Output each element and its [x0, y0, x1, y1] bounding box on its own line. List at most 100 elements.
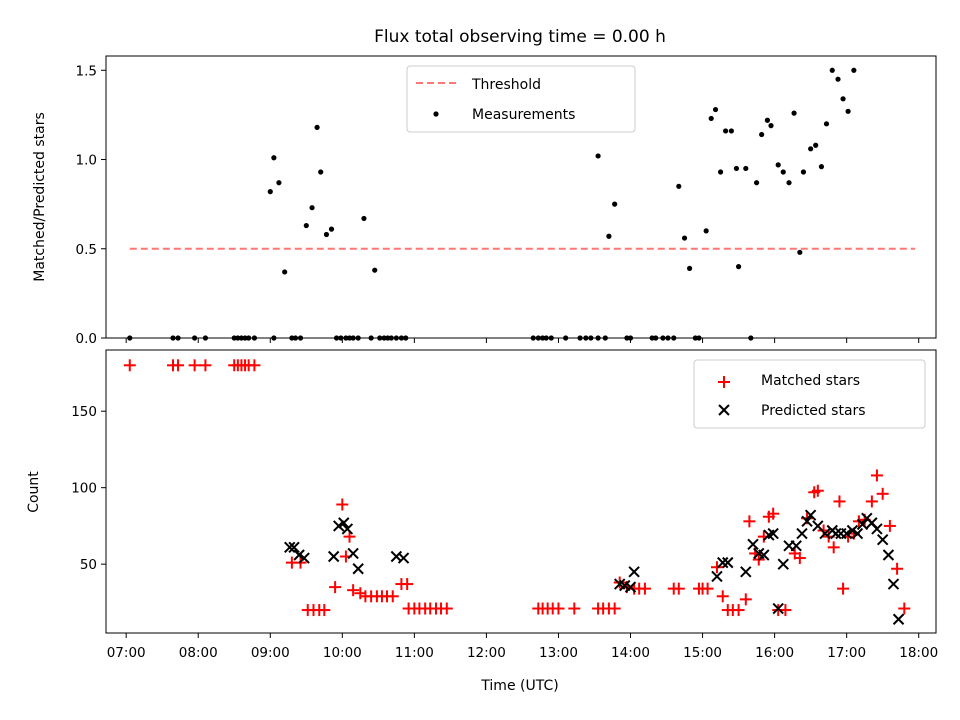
count-y-label: Count [26, 471, 42, 513]
measurement-point [829, 67, 835, 73]
predicted-star-point [819, 527, 831, 540]
measurement-point [686, 265, 693, 271]
measurement-point [775, 162, 781, 168]
measurement-point [723, 128, 729, 134]
predicted-star-point [801, 515, 813, 528]
predicted-star-point [624, 581, 637, 593]
predicted-star-point [327, 550, 340, 563]
predicted-star-point [284, 541, 296, 554]
measurement-point [282, 269, 288, 275]
y-tick-label: 0.5 [76, 242, 97, 258]
predicted-star-point [777, 558, 789, 570]
matched-star-point [123, 359, 136, 372]
measurement-point [703, 228, 709, 234]
ratio-marks [127, 67, 916, 341]
y-tick-label: 0.0 [76, 331, 97, 347]
x-tick-label: 08:00 [179, 645, 218, 661]
predicted-star-point [804, 509, 817, 521]
measurement-point [314, 124, 320, 130]
matched-star-point [833, 495, 846, 508]
predicted-star-point [333, 520, 345, 532]
matched-star-point [716, 590, 729, 603]
matched-star-point [743, 515, 756, 528]
matched-star-point [336, 498, 349, 511]
predicted-star-point [830, 527, 842, 540]
matched-star-point [779, 604, 792, 617]
predicted-star-point [338, 517, 350, 529]
matched-star-point [608, 602, 621, 615]
ratio-legend: Threshold Measurements [406, 65, 636, 133]
predicted-star-point [711, 570, 723, 583]
measurement-point [808, 146, 814, 152]
y-tick-label: 50 [80, 557, 97, 573]
measurement-point [612, 201, 618, 207]
panel-ratio-frame [105, 55, 937, 339]
measurement-point [851, 67, 857, 73]
matched-star-point [837, 582, 850, 595]
matched-star-point [568, 602, 581, 615]
x-tick-label: 12:00 [467, 645, 506, 661]
matched-star-point [318, 604, 331, 617]
matched-star-point [767, 507, 780, 520]
matched-star-point [343, 530, 356, 543]
count-y-ticks: 50 100 150 [71, 404, 106, 573]
measurement-point [303, 222, 309, 229]
predicted-star-point [717, 556, 729, 569]
measurement-point [676, 183, 682, 189]
predicted-star-point [772, 602, 784, 615]
predicted-star-point [397, 552, 410, 564]
legend-predicted-swatch [718, 404, 730, 416]
matched-star-point [386, 590, 399, 603]
predicted-star-point [288, 541, 300, 554]
matched-star-point [793, 552, 806, 565]
predicted-star-point [796, 527, 808, 540]
matched-star-point [440, 602, 453, 615]
matched-star-point [883, 519, 896, 532]
measurement-point [728, 128, 734, 134]
count-legend-box [693, 359, 926, 429]
x-tick-label: 18:00 [899, 645, 938, 661]
measurement-point [267, 189, 273, 195]
measurement-point [800, 169, 807, 175]
measurement-point [835, 76, 841, 82]
measurement-point [818, 164, 825, 170]
measurement-point [735, 264, 742, 270]
predicted-star-point [628, 566, 640, 578]
panel-count: 50 100 150 07:00 08:00 09:00 10:00 11:00 12:00 1… [26, 349, 938, 694]
x-tick-label: 07:00 [107, 645, 146, 661]
count-x-ticks: 07:00 08:00 09:00 10:00 11:00 12:00 13:00 14:00… [107, 633, 938, 661]
ratio-y-ticks: 0.0 0.5 1.0 1.5 [76, 63, 106, 347]
measurement-point [753, 180, 760, 186]
measurement-point [708, 115, 714, 122]
measurement-point [780, 169, 786, 175]
y-tick-label: 100 [71, 481, 97, 497]
y-tick-label: 1.0 [76, 153, 97, 169]
matched-star-point [739, 593, 752, 606]
predicted-star-point [747, 538, 759, 550]
measurement-point [595, 153, 601, 159]
predicted-star-point [840, 527, 853, 540]
matched-star-point [638, 582, 651, 595]
matched-star-point [710, 561, 723, 574]
matched-star-point [552, 602, 565, 615]
predicted-star-point [882, 549, 895, 561]
matched-star-point [329, 581, 342, 594]
ratio-x-ticks [125, 338, 920, 343]
matched-star-point [672, 582, 685, 595]
predicted-star-point [722, 556, 734, 569]
matched-star-point [701, 582, 714, 595]
measurement-point [797, 249, 803, 255]
matched-star-point [401, 578, 414, 591]
measurement-point [372, 267, 378, 273]
measurement-point [759, 131, 765, 138]
measurement-point [733, 165, 740, 172]
measurement-point [323, 231, 330, 238]
x-tick-label: 14:00 [611, 645, 650, 661]
x-tick-label: 10:00 [323, 645, 362, 661]
count-legend: Matched stars Predicted stars [693, 359, 926, 429]
predicted-star-point [856, 518, 869, 531]
measurement-point [271, 155, 277, 161]
predicted-star-point [347, 547, 359, 560]
x-tick-label: 13:00 [539, 645, 578, 661]
